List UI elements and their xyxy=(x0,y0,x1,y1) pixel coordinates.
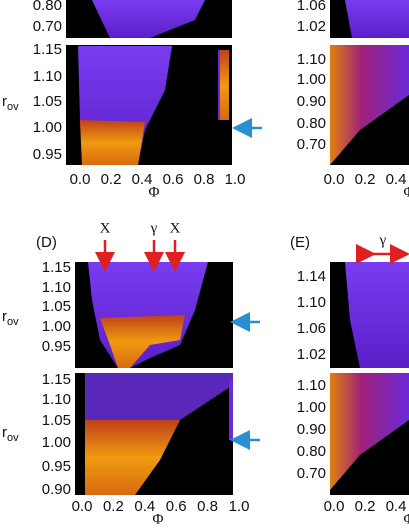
marker-label: X xyxy=(170,220,181,236)
y-axis-label-main: r xyxy=(2,424,7,441)
y-axis-label-sub: ov xyxy=(7,432,19,444)
heatmap xyxy=(75,262,233,495)
y-tick-label: 1.00 xyxy=(297,71,326,88)
x-tick-label: 0.6 xyxy=(163,171,184,188)
x-tick-label: 1.0 xyxy=(225,171,246,188)
x-axis-label: Φ xyxy=(404,184,409,200)
y-tick-label: 0.70 xyxy=(297,465,326,482)
y-axis-label: rov xyxy=(2,424,19,444)
marker-label: γ xyxy=(379,232,387,248)
y-axis-label-sub: ov xyxy=(7,101,19,113)
y-tick-label: 1.06 xyxy=(297,320,326,337)
x-tick-label: 0.0 xyxy=(324,171,345,188)
y-tick-label: 1.02 xyxy=(297,18,326,35)
panel-label: (E) xyxy=(290,234,310,251)
y-tick-label: 1.14 xyxy=(297,268,326,285)
y-tick-label: 0.90 xyxy=(297,421,326,438)
x-tick-label: 0.4 xyxy=(386,498,407,515)
y-tick-label: 0.95 xyxy=(42,338,71,355)
y-tick-label: 1.15 xyxy=(33,41,62,58)
y-tick-label: 1.05 xyxy=(33,93,62,110)
y-axis-label-sub: ov xyxy=(7,316,19,328)
y-tick-label: 1.05 xyxy=(42,298,71,315)
x-tick-label: 0.0 xyxy=(70,171,91,188)
x-tick-label: 1.0 xyxy=(229,498,250,515)
y-axis-label: rov xyxy=(2,93,19,113)
y-tick-label: 1.10 xyxy=(42,279,71,296)
y-tick-label: 0.90 xyxy=(42,481,71,498)
panel-label: (D) xyxy=(36,234,57,251)
y-tick-label: 1.00 xyxy=(297,399,326,416)
y-tick-label: 1.00 xyxy=(42,434,71,451)
x-axis-label: Φ xyxy=(153,511,164,527)
x-tick-label: 0.8 xyxy=(197,498,218,515)
y-tick-label: 0.95 xyxy=(33,146,62,163)
x-tick-label: 0.4 xyxy=(134,498,155,515)
x-axis-label: Φ xyxy=(404,511,409,527)
x-tick-label: 0.0 xyxy=(72,498,93,515)
y-tick-label: 1.10 xyxy=(297,294,326,311)
y-tick-label: 1.05 xyxy=(42,412,71,429)
y-tick-label: 0.95 xyxy=(42,458,71,475)
x-tick-label: 0.4 xyxy=(132,171,153,188)
x-tick-label: 0.2 xyxy=(101,171,122,188)
x-tick-label: 0.0 xyxy=(324,498,345,515)
y-tick-label: 0.70 xyxy=(33,18,62,35)
x-tick-label: 0.4 xyxy=(386,171,407,188)
marker-label: X xyxy=(100,220,111,236)
y-tick-label: 1.00 xyxy=(42,318,71,335)
y-tick-label: 0.80 xyxy=(297,443,326,460)
marker-label: γ xyxy=(150,220,158,236)
x-tick-label: 0.2 xyxy=(103,498,124,515)
y-tick-label: 1.15 xyxy=(42,371,71,388)
heatmap xyxy=(330,262,409,495)
arrows xyxy=(95,118,409,450)
x-tick-label: 0.2 xyxy=(355,498,376,515)
y-tick-label: 1.10 xyxy=(297,377,326,394)
y-axis-label-main: r xyxy=(2,308,7,325)
y-axis-label-main: r xyxy=(2,93,7,110)
x-tick-label: 0.2 xyxy=(355,171,376,188)
x-axis-label: Φ xyxy=(149,184,160,200)
y-tick-label: 1.15 xyxy=(42,259,71,276)
y-axis-label: rov xyxy=(2,308,19,328)
y-tick-label: 1.02 xyxy=(297,346,326,363)
x-tick-label: 0.6 xyxy=(166,498,187,515)
y-tick-label: 1.10 xyxy=(42,391,71,408)
y-tick-label: 0.70 xyxy=(297,136,326,153)
heatmap xyxy=(330,0,409,165)
x-tick-label: 0.8 xyxy=(194,171,215,188)
heatmap xyxy=(66,0,232,165)
y-tick-label: 1.10 xyxy=(33,68,62,85)
y-tick-label: 0.90 xyxy=(297,93,326,110)
y-tick-label: 1.10 xyxy=(297,51,326,68)
y-tick-label: 0.80 xyxy=(33,0,62,14)
y-tick-label: 1.06 xyxy=(297,0,326,14)
y-tick-label: 1.00 xyxy=(33,119,62,136)
y-tick-label: 0.80 xyxy=(297,115,326,132)
